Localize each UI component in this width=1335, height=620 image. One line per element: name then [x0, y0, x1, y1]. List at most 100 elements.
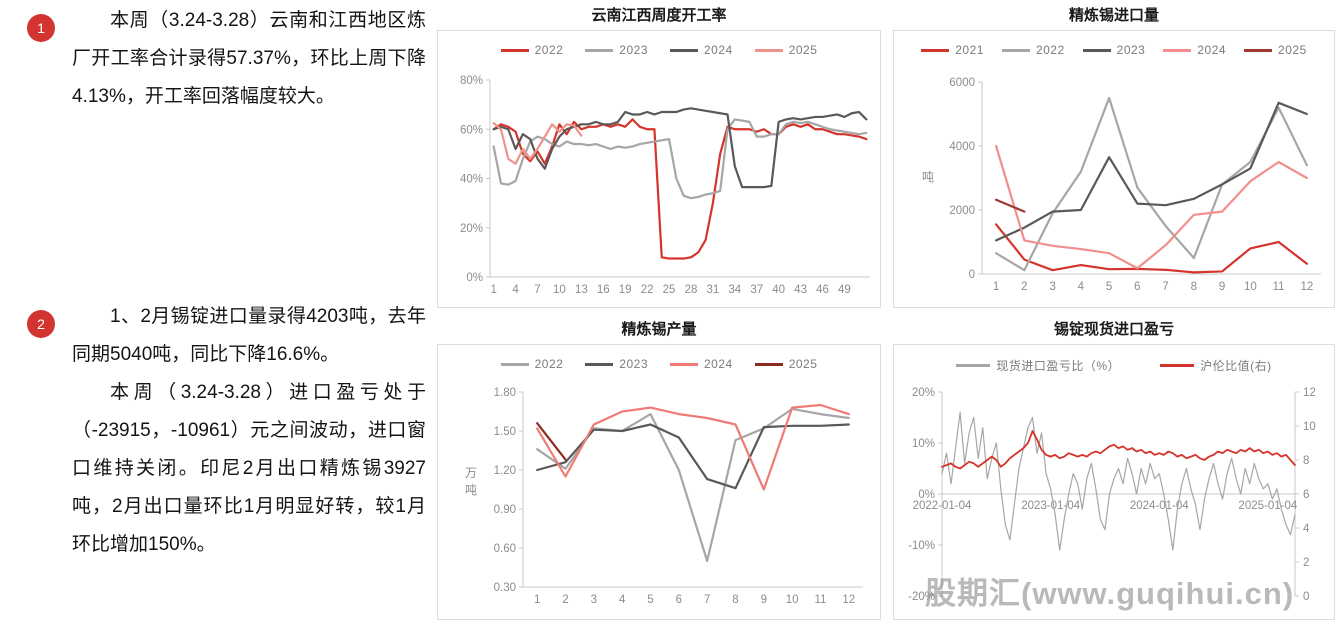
chart-title-import-pnl: 锡锭现货进口盈亏: [1053, 321, 1174, 338]
svg-text:10: 10: [553, 284, 566, 296]
chart-title-imports: 精炼锡进口量: [1068, 7, 1159, 24]
svg-text:12: 12: [1303, 387, 1316, 399]
svg-text:13: 13: [575, 284, 588, 296]
svg-text:1.20: 1.20: [494, 465, 516, 477]
chart-block-imports: 精炼锡进口量 0 2000 4000 6000 1 2 3 4 5 6 7 8 9 10 11 12 吨 202…: [893, 4, 1335, 308]
svg-text:20%: 20%: [912, 387, 935, 399]
svg-text:8: 8: [1303, 455, 1309, 467]
svg-text:0.90: 0.90: [494, 504, 516, 516]
svg-text:1.50: 1.50: [494, 426, 516, 438]
import-pnl-chart-canvas: -20% -10% 0% 10% 20% 0 2 4 6 8 10 12 2022-01-04 2023-…: [908, 387, 1316, 603]
svg-text:4: 4: [619, 594, 626, 606]
note-2-paragraph-2: 本周（3.24-3.28）进口盈亏处于（-23915，-10961）元之间波动，…: [72, 382, 426, 555]
svg-text:万: 万: [465, 466, 477, 480]
chart-block-operating-rate: 云南江西周度开工率 0% 20% 40% 60% 80% 1 4 7 10 13 16 19 22 25 2…: [437, 4, 881, 308]
svg-text:37: 37: [750, 284, 763, 296]
svg-text:46: 46: [816, 284, 829, 296]
svg-text:9: 9: [761, 594, 767, 606]
production-chart-canvas: 0.300.600.901.201.501.801 2 3 4 5 6 7 8 9 10 11 12万…: [465, 387, 863, 606]
note-badge-2: 2: [27, 310, 55, 338]
svg-text:3: 3: [591, 594, 597, 606]
svg-text:31: 31: [706, 284, 719, 296]
svg-text:25: 25: [663, 284, 676, 296]
chart-title-production: 精炼锡产量: [621, 321, 697, 338]
svg-text:1: 1: [490, 284, 496, 296]
svg-text:10: 10: [786, 594, 799, 606]
note-1-paragraph: 本周（3.24-3.28）云南和江西地区炼厂开工率合计录得57.37%，环比上周…: [72, 10, 426, 107]
svg-text:34: 34: [728, 284, 741, 296]
svg-text:2: 2: [562, 594, 568, 606]
svg-text:43: 43: [794, 284, 807, 296]
chart-block-production: 精炼锡产量 0.30 0.60 0.90 1.20 1.50 1.80 1 2 3 4 5 6 7 8 9 1…: [437, 318, 881, 620]
svg-text:80%: 80%: [460, 75, 483, 87]
note-badge-1: 1: [27, 14, 55, 42]
svg-text:4000: 4000: [949, 141, 975, 153]
svg-text:10: 10: [1244, 281, 1257, 293]
svg-text:0: 0: [969, 269, 975, 281]
svg-text:7: 7: [534, 284, 540, 296]
svg-text:4: 4: [512, 284, 519, 296]
svg-text:19: 19: [619, 284, 632, 296]
svg-text:28: 28: [685, 284, 698, 296]
svg-text:-20%: -20%: [908, 591, 935, 603]
svg-text:7: 7: [704, 594, 710, 606]
chart-panel-imports: 0 2000 4000 6000 1 2 3 4 5 6 7 8 9 10 11 12 吨 2021 2022 20…: [893, 30, 1335, 308]
svg-text:40%: 40%: [460, 174, 483, 186]
note-2-paragraph-1: 1、2月锡锭进口量录得4203吨，去年同期5040吨，同比下降16.6%。: [72, 306, 426, 365]
svg-text:6000: 6000: [949, 77, 975, 89]
svg-text:1: 1: [534, 594, 540, 606]
note-2: 1、2月锡锭进口量录得4203吨，去年同期5040吨，同比下降16.6%。 本周…: [72, 298, 426, 564]
chart-title-operating-rate: 云南江西周度开工率: [591, 7, 727, 24]
operating-rate-chart-canvas: 0% 20% 40% 60% 80% 1 4 7 10 13 16 19 22 25 28 31 34 37 40 4…: [460, 75, 870, 296]
svg-text:9: 9: [1219, 281, 1225, 293]
svg-text:0%: 0%: [466, 272, 483, 284]
svg-text:5: 5: [647, 594, 653, 606]
svg-text:0.30: 0.30: [494, 582, 516, 594]
svg-text:11: 11: [1273, 281, 1285, 293]
svg-text:1: 1: [993, 281, 999, 293]
svg-text:0: 0: [1303, 591, 1309, 603]
svg-text:0.60: 0.60: [494, 543, 516, 555]
svg-text:3: 3: [1049, 281, 1055, 293]
svg-text:12: 12: [1300, 281, 1313, 293]
svg-text:4: 4: [1078, 281, 1085, 293]
chart-panel-production: 0.30 0.60 0.90 1.20 1.50 1.80 1 2 3 4 5 6 7 8 9 10 11 12 万…: [437, 344, 881, 620]
svg-text:4: 4: [1303, 523, 1310, 535]
svg-text:2022-01-04: 2022-01-04: [913, 500, 972, 512]
svg-text:2025-01-04: 2025-01-04: [1238, 500, 1297, 512]
svg-text:6: 6: [1303, 489, 1309, 501]
svg-text:1.80: 1.80: [494, 387, 516, 399]
svg-text:20%: 20%: [460, 223, 483, 235]
chart-panel-operating-rate: 0% 20% 40% 60% 80% 1 4 7 10 13 16 19 22 25 28 31 34 37 40 4…: [437, 30, 881, 308]
chart-panel-import-pnl: -20% -10% 0% 10% 20% 0 2 4 6 8 10 12 2022-01-04 2023-…: [893, 344, 1335, 620]
svg-text:12: 12: [842, 594, 855, 606]
svg-text:2024-01-04: 2024-01-04: [1130, 500, 1189, 512]
svg-text:40: 40: [772, 284, 785, 296]
svg-text:吨: 吨: [922, 170, 934, 184]
svg-text:60%: 60%: [460, 124, 483, 136]
svg-text:2023-01-04: 2023-01-04: [1021, 500, 1080, 512]
svg-text:10: 10: [1303, 421, 1316, 433]
svg-text:8: 8: [732, 594, 738, 606]
svg-text:16: 16: [597, 284, 610, 296]
svg-text:2000: 2000: [949, 205, 975, 217]
svg-text:吨: 吨: [465, 483, 477, 497]
svg-text:22: 22: [641, 284, 654, 296]
svg-text:49: 49: [838, 284, 851, 296]
svg-text:6: 6: [676, 594, 682, 606]
svg-text:8: 8: [1191, 281, 1197, 293]
svg-text:7: 7: [1162, 281, 1168, 293]
svg-text:2: 2: [1303, 557, 1309, 569]
svg-text:2: 2: [1021, 281, 1027, 293]
watermark: 股期汇(www.guqihui.cn): [925, 576, 1295, 611]
chart-block-import-pnl: 锡锭现货进口盈亏 -20% -10% 0% 10% 20% 0 2 4 6 8 10 12 2022-0…: [893, 318, 1335, 620]
svg-text:-10%: -10%: [908, 540, 935, 552]
svg-text:10%: 10%: [912, 438, 935, 450]
svg-text:6: 6: [1134, 281, 1140, 293]
svg-text:11: 11: [815, 594, 827, 606]
note-1: 本周（3.24-3.28）云南和江西地区炼厂开工率合计录得57.37%，环比上周…: [72, 2, 426, 116]
svg-text:0%: 0%: [918, 489, 935, 501]
svg-text:5: 5: [1106, 281, 1112, 293]
